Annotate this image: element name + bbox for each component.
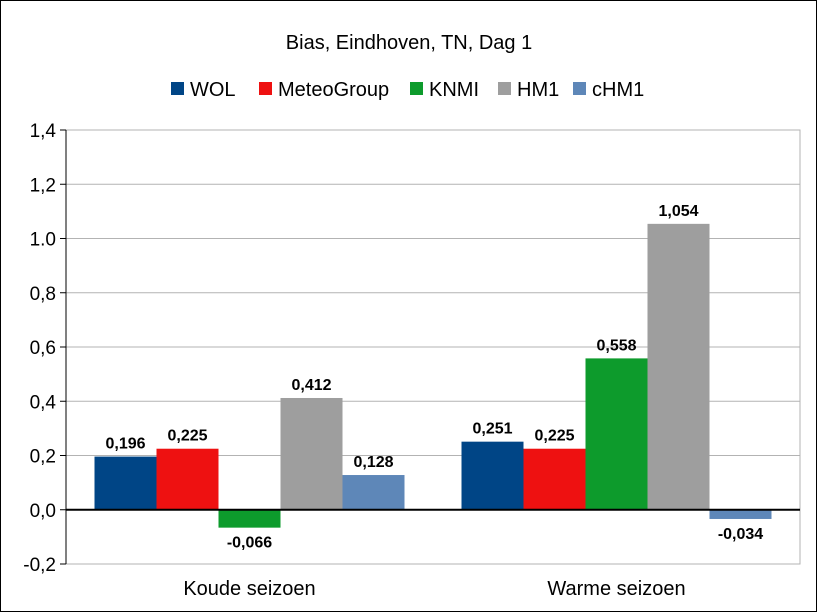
bar-wol xyxy=(461,441,524,510)
data-label: -0,066 xyxy=(227,535,272,552)
plot-area: 1,4 1,2 1.0 0,8 0,6 0,4 0,2 0,0 -0,2 0,196 0,251 0,… xyxy=(23,121,801,600)
legend-label-meteogroup: MeteoGroup xyxy=(278,79,389,101)
data-label: 0,251 xyxy=(472,421,512,438)
y-tick-label: 1,4 xyxy=(30,121,57,142)
data-label: 0,225 xyxy=(534,428,574,445)
bar-hm1 xyxy=(280,397,343,510)
bar-hm1 xyxy=(647,223,710,510)
bar-knmi xyxy=(585,358,648,510)
data-label: 1,054 xyxy=(658,203,698,220)
data-label: 0,128 xyxy=(353,454,393,471)
legend-label-chm1: cHM1 xyxy=(592,79,644,101)
y-tick-label: 0,4 xyxy=(30,392,57,413)
legend-label-knmi: KNMI xyxy=(429,79,479,101)
bar-meteogroup xyxy=(156,448,219,510)
legend-swatch-knmi xyxy=(410,82,423,95)
bar-knmi xyxy=(218,509,281,528)
y-tick-label: 0,0 xyxy=(30,501,56,522)
bar-meteogroup xyxy=(523,448,586,510)
data-label: 0,412 xyxy=(291,377,331,394)
y-tick-label: 1,2 xyxy=(30,175,56,196)
bar-wol xyxy=(94,456,157,510)
x-category-label: Warme seizoen xyxy=(547,578,685,600)
legend-label-wol: WOL xyxy=(190,79,236,101)
chart-title: Bias, Eindhoven, TN, Dag 1 xyxy=(286,32,532,54)
legend: WOL MeteoGroup KNMI HM1 cHM1 xyxy=(171,79,644,101)
data-label: 0,225 xyxy=(167,428,207,445)
legend-swatch-meteogroup xyxy=(259,82,272,95)
bar-chm1 xyxy=(342,475,405,510)
data-label: 0,196 xyxy=(105,436,145,453)
legend-swatch-chm1 xyxy=(573,82,586,95)
legend-label-hm1: HM1 xyxy=(517,79,559,101)
x-category-label: Koude seizoen xyxy=(183,578,315,600)
data-label: 0,558 xyxy=(596,337,636,354)
legend-swatch-wol xyxy=(171,82,184,95)
y-tick-label: -0,2 xyxy=(23,555,56,576)
bar-chm1 xyxy=(709,509,772,519)
data-label: -0,034 xyxy=(718,526,763,543)
y-tick-label: 0,8 xyxy=(30,284,56,305)
legend-swatch-hm1 xyxy=(498,82,511,95)
y-tick-label: 1.0 xyxy=(30,230,56,251)
y-tick-label: 0,2 xyxy=(30,447,56,468)
y-tick-label: 0,6 xyxy=(30,338,56,359)
